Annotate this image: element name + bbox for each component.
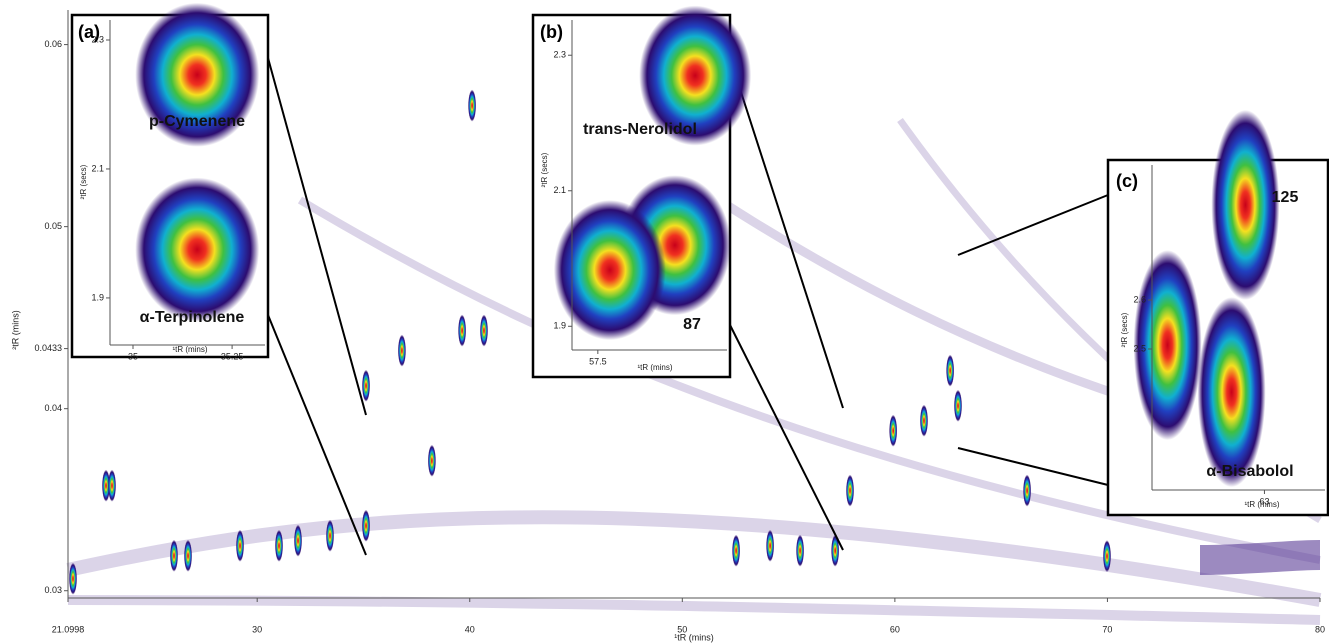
y-tick-label: 1.9 [91,292,104,302]
x-tick-label: 50 [677,624,687,634]
inset-b: 1.9 2.1 2.3 57.5 ¹tR (mins) ²tR (secs) (b) tran… [540,5,752,372]
peak [831,534,840,567]
compound-label: trans-Nerolidol [583,121,697,138]
peak [1133,250,1202,441]
y-tick-label: 2.3 [553,50,566,60]
y-tick-label: 0.06 [44,39,62,49]
y-tick-label: 2.6 [1133,294,1146,304]
y-tick-label: 0.05 [44,221,62,231]
x-tick-label: 80 [1315,624,1325,634]
x-axis-label: ¹tR (mins) [1244,500,1279,509]
peak [236,529,245,562]
peak [1211,109,1280,300]
peak [68,562,77,595]
peak [170,539,179,572]
panel-label: (a) [78,22,100,42]
peak [889,414,898,447]
peak [468,89,477,122]
peak [275,529,284,562]
x-tick-label: 57.5 [589,356,607,366]
peak [135,2,260,147]
y-tick-label: 2.1 [553,185,566,195]
peak [184,539,193,572]
connector-lines [267,57,1109,556]
peak [326,519,335,552]
peak [362,509,371,542]
peak [427,444,436,477]
compound-label: α-Terpinolene [140,309,245,326]
compound-label: α-Bisabolol [1206,463,1293,480]
peak [479,314,488,347]
y-tick-label: 0.03 [44,585,62,595]
peak [294,524,303,557]
x-tick-label: 63 [1259,496,1269,506]
peak [919,404,928,437]
peak [135,177,260,322]
y-tick-label: 0.0433 [34,343,62,353]
compound-label: 87 [683,316,701,333]
panel-label: (c) [1116,171,1138,191]
y-tick-label: 0.04 [44,403,62,413]
y-axis-label: ²tR (secs) [79,164,88,199]
peak [458,314,467,347]
x-axis-label: ¹tR (mins) [674,632,714,642]
x-tick-label: 21.0998 [52,624,85,634]
peak [1197,297,1266,488]
peak [397,334,406,367]
peak [362,369,371,402]
x-tick-label: 35.25 [221,351,244,361]
x-tick-label: 70 [1102,624,1112,634]
y-axis-label: ²tR (mins) [10,310,20,350]
compound-label: 125 [1272,189,1299,206]
x-axis-label: ¹tR (mins) [637,363,672,372]
peak [1103,540,1112,573]
x-tick-label: 35 [128,351,138,361]
inset-a: 1.9 2.1 2.3 35 35.25 ¹tR (mins) ²tR (secs) (a) p… [78,2,265,361]
peak [954,389,963,422]
panel-label: (b) [540,22,563,42]
y-axis-label: ²tR (secs) [1120,312,1129,347]
peak [846,474,855,507]
y-tick-label: 2.1 [91,163,104,173]
peak [766,529,775,562]
peak [732,534,741,567]
peak [553,200,666,341]
peak [946,354,955,387]
y-tick-label: 1.9 [553,321,566,331]
compound-label: p-Cymenene [149,113,245,130]
peak [796,534,805,567]
peak [102,469,111,502]
y-tick-label: 2.3 [91,34,104,44]
x-tick-label: 40 [465,624,475,634]
x-tick-label: 60 [890,624,900,634]
y-tick-label: 2.5 [1133,343,1146,353]
peak [639,5,752,146]
x-tick-label: 30 [252,624,262,634]
peak [108,469,117,502]
x-axis-label: ¹tR (mins) [172,345,207,354]
peak [1023,474,1032,507]
y-axis-label: ²tR (secs) [540,152,549,187]
